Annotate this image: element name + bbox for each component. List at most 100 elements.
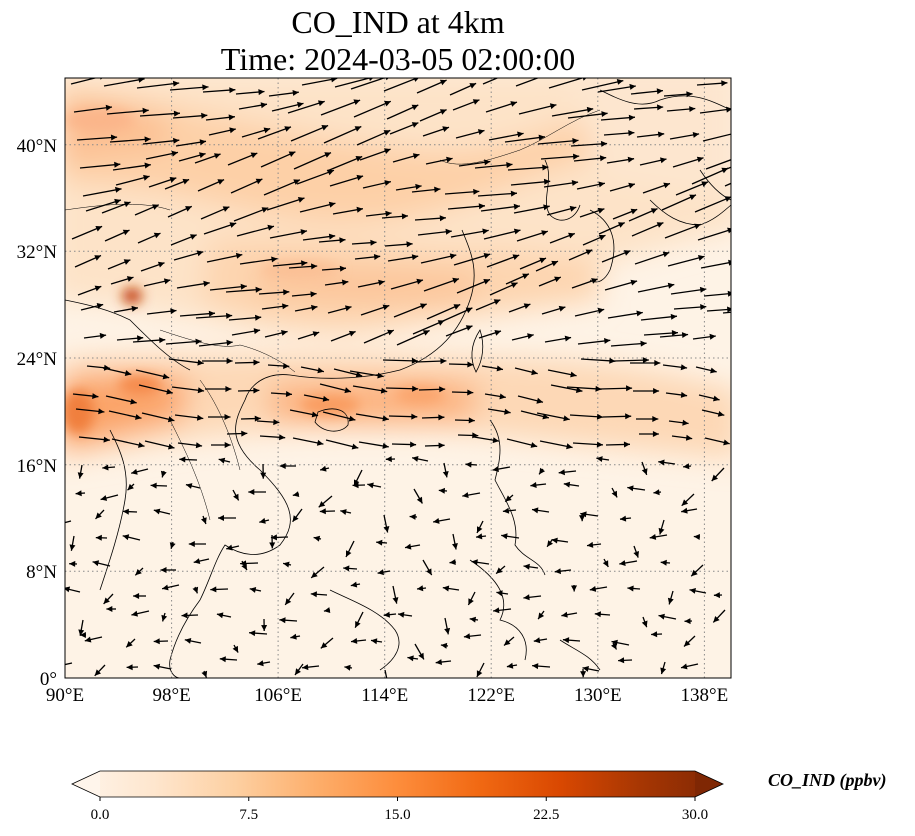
wind-arrow-head — [627, 156, 635, 163]
wind-arrow-head — [126, 664, 133, 671]
wind-arrow — [269, 230, 308, 239]
wind-arrow-head — [201, 112, 208, 119]
wind-arrow-head — [626, 385, 633, 392]
wind-arrow-head — [283, 363, 290, 369]
wind-arrow-head — [95, 534, 102, 541]
wind-arrow — [667, 255, 705, 267]
wind-arrow-head — [370, 239, 377, 246]
wind-arrow-head — [700, 304, 707, 310]
wind-arrow — [239, 257, 278, 265]
wind-arrow-head — [554, 568, 561, 575]
wind-arrow-head — [371, 638, 378, 645]
wind-arrow-head — [229, 222, 237, 228]
wind-arrow-head — [273, 419, 280, 426]
wind-arrow-head — [405, 543, 412, 550]
wind-arrow-head — [463, 633, 471, 640]
wind-arrow — [453, 253, 491, 266]
wind-arrow-head — [558, 469, 565, 476]
wind-arrow — [356, 129, 391, 146]
wind-arrow-head — [351, 638, 358, 644]
wind-arrow-head — [192, 586, 199, 594]
wind-arrow-head — [467, 389, 474, 396]
map-frame — [64, 77, 732, 679]
wind-arrow-head — [331, 78, 338, 83]
wind-arrow-head — [680, 364, 688, 371]
wind-arrow-head — [681, 332, 689, 338]
wind-arrow-head — [153, 638, 160, 645]
wind-arrow-head — [452, 543, 458, 550]
wind-arrow-head — [623, 441, 630, 448]
map-title-line-1: CO_IND at 4km — [291, 4, 505, 40]
wind-arrow-head — [692, 132, 700, 138]
wind-arrow-head — [596, 456, 603, 462]
wind-arrow-head — [196, 250, 204, 257]
wind-arrow-head — [411, 254, 419, 261]
wind-arrow-head — [513, 228, 521, 235]
wind-arrow-head — [285, 391, 292, 397]
colorbar-tick-label: 15.0 — [384, 807, 410, 823]
wind-arrow-head — [92, 393, 99, 399]
wind-arrow-head — [739, 308, 745, 314]
wind-arrow-head — [657, 131, 665, 138]
wind-arrow — [518, 104, 557, 115]
wind-arrow-head — [657, 104, 664, 111]
wind-arrow-head — [378, 279, 385, 286]
wind-arrow — [664, 223, 702, 239]
wind-arrow-head — [320, 642, 328, 649]
wind-arrow-head — [728, 259, 731, 266]
wind-arrow — [507, 166, 549, 171]
wind-arrow-head — [163, 278, 171, 285]
wind-arrow-head — [313, 535, 321, 542]
wind-arrow-head — [566, 443, 573, 450]
wind-arrow-head — [290, 633, 297, 640]
wind-arrow-head — [226, 339, 233, 346]
y-tick-label: 32°N — [17, 242, 58, 263]
wind-arrow-head — [469, 616, 476, 623]
wind-arrow-head — [214, 153, 221, 159]
wind-arrow-head — [562, 637, 570, 644]
wind-arrow — [103, 78, 145, 87]
wind-arrow — [82, 188, 122, 197]
wind-arrow-head — [570, 371, 577, 378]
colorbar-label: CO_IND (ppbv) — [768, 770, 887, 790]
wind-arrow-head — [153, 232, 161, 239]
wind-arrow-head — [476, 533, 483, 540]
wind-arrow-head — [259, 517, 266, 524]
wind-arrow-head — [126, 276, 134, 282]
wind-arrow-head — [504, 408, 511, 415]
wind-arrow-head — [618, 222, 625, 228]
wind-arrow-head — [157, 261, 165, 268]
wind-arrow-head — [483, 253, 491, 259]
wind-arrow — [384, 669, 388, 678]
wind-arrow-head — [199, 139, 206, 146]
wind-arrow-head — [75, 490, 82, 497]
wind-arrow-head — [595, 385, 602, 392]
wind-arrow-head — [442, 585, 450, 592]
wind-arrow — [483, 229, 521, 240]
wind-arrow-head — [185, 206, 192, 212]
wind-arrow-head — [229, 87, 236, 94]
wind-arrow-head — [162, 584, 169, 591]
wind-arrow-head — [478, 203, 485, 210]
wind-arrow-head — [126, 641, 133, 648]
wind-arrow-head — [579, 515, 585, 522]
wind-arrow — [65, 520, 72, 524]
wind-arrow-head — [522, 273, 529, 280]
wind-arrow-head — [482, 228, 489, 235]
wind-arrow — [323, 125, 362, 144]
wind-arrow-head — [235, 252, 243, 259]
wind-arrow-head — [598, 181, 605, 188]
wind-arrow-head — [510, 190, 517, 197]
wind-arrow-head — [222, 206, 230, 212]
wind-arrow-head — [279, 617, 286, 624]
wind-arrow — [504, 136, 545, 143]
wind-arrow — [195, 314, 233, 319]
wind-arrow-head — [170, 308, 177, 315]
wind-arrow-head — [380, 387, 388, 394]
wind-arrow-head — [353, 99, 361, 105]
wind-arrow-head — [323, 607, 331, 613]
wind-arrow-head — [255, 178, 263, 185]
wind-arrow-head — [382, 443, 389, 449]
x-tick-label: 138°E — [681, 685, 729, 706]
wind-arrow-head — [527, 333, 534, 340]
